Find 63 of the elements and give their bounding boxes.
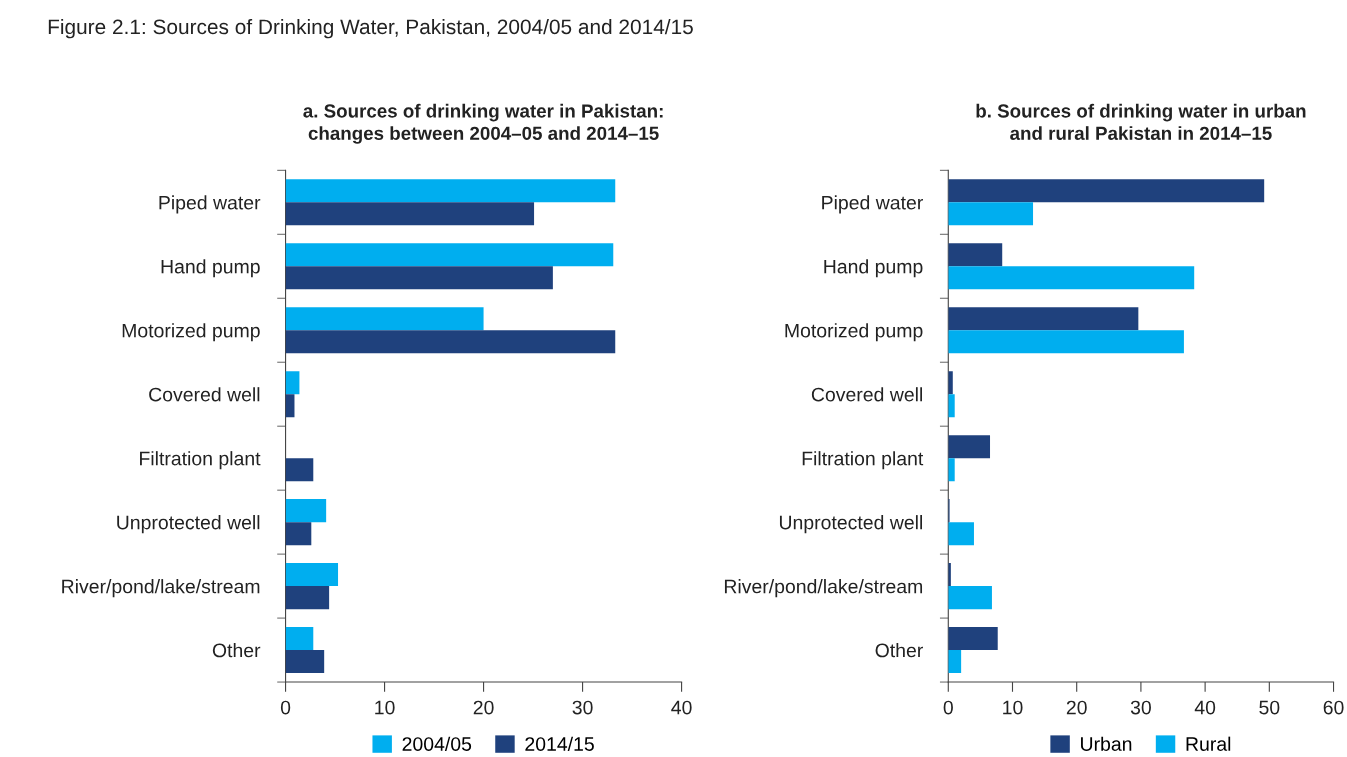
legend-label: 2004/05 [402, 736, 472, 751]
x-tick-label: 10 [1003, 700, 1023, 715]
x-tick-label: 30 [572, 700, 593, 715]
y-tick-label: Hand pump [824, 259, 923, 278]
x-tick-label: 30 [1130, 700, 1151, 715]
legend-label: Urban [1081, 736, 1132, 751]
bar [285, 371, 300, 395]
chart-title: a. Sources of drinking water in Pakistan: changes between 2004–05 and 2014–15 [303, 103, 663, 144]
bar [285, 330, 616, 354]
bar [285, 458, 314, 482]
y-tick-label: Piped water [159, 195, 261, 214]
x-tick-label: 50 [1259, 700, 1280, 715]
y-tick-label: River/pond/lake/stream [724, 579, 923, 598]
bar [285, 394, 295, 418]
bar [285, 307, 484, 331]
caption: Figure 2.1: Sources of Drinking Water, Pakistan, 2004/05 and 2014/15 [48, 18, 693, 39]
bar [285, 627, 314, 651]
bar [948, 330, 1184, 354]
x-tick-label: 40 [1194, 700, 1216, 715]
y-tick-label: Filtration plant [802, 451, 924, 470]
y-tick-label: Unprotected well [779, 515, 922, 534]
bar [285, 563, 339, 587]
bar [948, 394, 955, 418]
x-tick-label: 20 [1066, 700, 1087, 715]
x-tick-label: 10 [375, 700, 395, 715]
bar [948, 586, 992, 610]
bar [285, 650, 325, 674]
x-tick-label: 60 [1323, 700, 1344, 715]
bar [285, 499, 327, 523]
y-tick-label: Piped water [822, 195, 923, 214]
y-tick-label: Other [875, 643, 923, 658]
bar [285, 243, 614, 267]
bar [948, 650, 962, 674]
bar [285, 266, 553, 290]
bar [948, 266, 1195, 290]
bar [948, 202, 1034, 226]
bar [285, 179, 616, 203]
y-tick-label: Filtration plant [140, 451, 261, 470]
bar [948, 243, 1003, 267]
bar [948, 435, 991, 459]
bar [285, 202, 535, 226]
y-tick-label: Other [212, 643, 261, 658]
y-tick-label: Unprotected well [117, 515, 260, 534]
bar [285, 522, 312, 546]
bar [285, 586, 330, 610]
legend-label: Rural [1186, 736, 1231, 751]
x-tick-label: 0 [943, 700, 953, 715]
bar [948, 307, 1139, 331]
bar [948, 458, 955, 482]
x-tick-label: 0 [280, 700, 291, 715]
legend-label: 2014/15 [525, 736, 594, 751]
chart-title: b. Sources of drinking water in urban and rural Pakistan in 2014–15 [976, 103, 1306, 140]
y-tick-label: Covered well [149, 387, 260, 402]
y-tick-label: Motorized pump [785, 323, 923, 342]
bar [948, 627, 998, 651]
bar [948, 179, 1265, 203]
y-tick-label: River/pond/lake/stream [62, 579, 260, 598]
x-tick-label: 20 [473, 700, 494, 715]
y-tick-label: Motorized pump [122, 323, 260, 342]
x-tick-label: 40 [671, 700, 692, 715]
y-tick-label: Covered well [811, 387, 922, 402]
y-tick-label: Hand pump [161, 259, 260, 278]
bar [948, 522, 974, 546]
